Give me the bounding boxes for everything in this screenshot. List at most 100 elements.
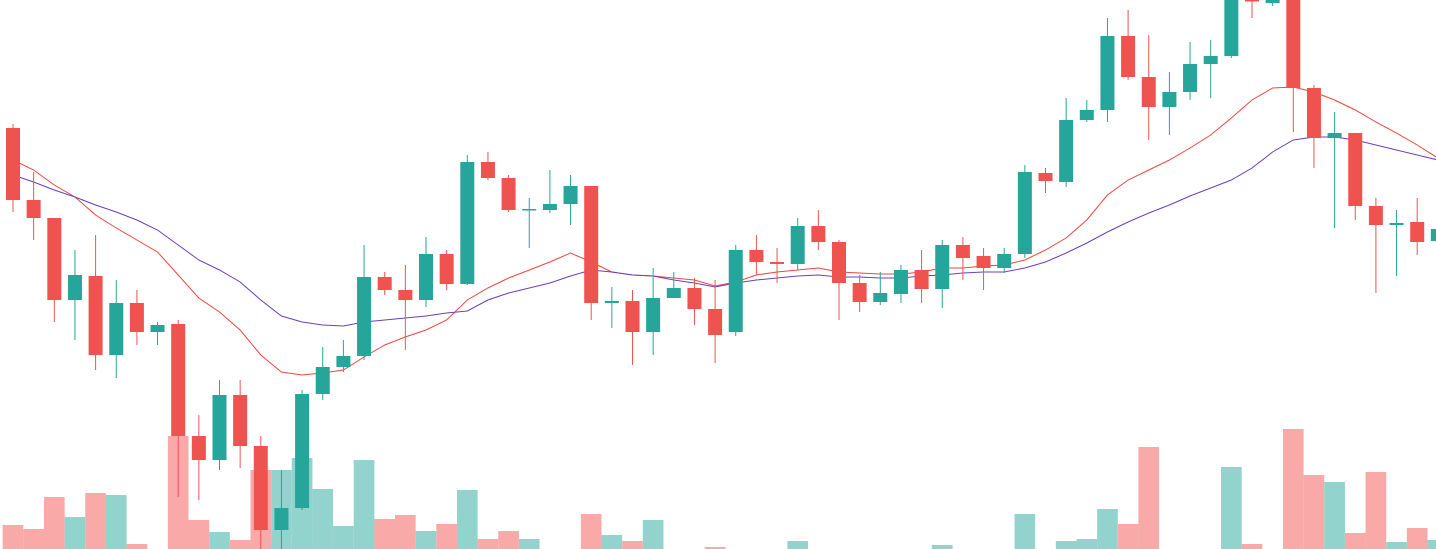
candle-body <box>336 356 351 367</box>
candle-body <box>811 226 826 242</box>
volume-bar <box>1076 539 1098 549</box>
moving-average <box>12 136 1436 327</box>
candle-body <box>26 200 41 218</box>
candle-body <box>873 293 888 302</box>
volume-bar <box>1303 475 1325 549</box>
candle-body <box>480 162 495 178</box>
candle-body <box>542 204 557 210</box>
candle-body <box>171 324 186 436</box>
volume-bar <box>580 514 602 549</box>
candle-body <box>1079 110 1094 120</box>
candle-body <box>1265 0 1280 3</box>
candle-body <box>1059 120 1074 182</box>
volume-bar <box>1406 528 1428 549</box>
candle-body <box>646 298 661 332</box>
candle-body <box>1017 172 1032 254</box>
moving-average <box>12 86 1436 376</box>
volume-bar <box>1365 472 1387 549</box>
candle-body <box>914 270 929 289</box>
volume-bar <box>477 539 499 549</box>
volume-bar <box>1344 533 1366 549</box>
volume-bar <box>395 515 416 549</box>
volume-bar <box>43 497 65 549</box>
candle-body <box>460 162 475 284</box>
candle-body <box>253 446 268 530</box>
volume-bar <box>1138 447 1160 549</box>
volume-bar <box>1386 542 1407 549</box>
volume-bar <box>436 524 457 549</box>
candle-body <box>935 245 950 289</box>
candle-body <box>997 254 1012 268</box>
candle-body <box>790 226 805 264</box>
candle-body <box>501 178 516 210</box>
candle-body <box>1286 0 1301 88</box>
volume-bar <box>1427 540 1436 549</box>
candle-body <box>852 283 867 302</box>
volume-bar <box>229 540 251 549</box>
volume-bar <box>642 520 664 549</box>
volume-bar <box>787 541 809 549</box>
volume-bar <box>1221 467 1242 549</box>
candle-body <box>770 262 785 264</box>
volume-bar <box>1324 482 1345 549</box>
candle-body <box>295 394 310 508</box>
candle-body <box>687 288 702 309</box>
candle-body <box>749 250 764 262</box>
candle-body <box>1327 133 1342 138</box>
volume-bar <box>601 535 623 549</box>
volume-bar <box>23 529 44 549</box>
volume-bar <box>333 526 354 549</box>
candle-body <box>604 301 619 303</box>
volume-bar <box>518 539 540 549</box>
candle-body <box>233 395 248 446</box>
volume-bar <box>1117 524 1139 549</box>
volume-bar <box>105 495 127 549</box>
candle-body <box>1368 206 1383 225</box>
volume-bar <box>931 545 953 549</box>
candle-body <box>88 276 103 355</box>
candle-body <box>728 250 743 332</box>
candle-body <box>893 270 908 294</box>
candle-body <box>109 303 124 355</box>
candle-body <box>1348 133 1363 206</box>
candle-body <box>1183 64 1198 92</box>
candle-body <box>666 288 681 298</box>
volume-bar <box>456 490 478 549</box>
candle-body <box>191 436 206 460</box>
candle-body <box>832 242 846 283</box>
candle-body <box>1389 223 1404 225</box>
candle-body <box>67 275 82 300</box>
candle-body <box>212 395 227 460</box>
volume-bar <box>209 532 230 549</box>
volume-bar <box>312 489 334 549</box>
candle-body <box>976 256 991 268</box>
candle-body <box>584 186 599 303</box>
candle-body <box>439 254 454 284</box>
candle-body <box>377 277 392 290</box>
candle-body <box>315 367 330 394</box>
candle-body <box>1100 36 1115 110</box>
candle-body <box>1224 0 1239 56</box>
volume-bar <box>2 525 24 549</box>
candle-body <box>1245 0 1259 2</box>
volume-bar <box>704 547 726 549</box>
candle-body <box>1162 92 1177 107</box>
volume-bar <box>1055 541 1077 549</box>
candle-body <box>274 508 289 530</box>
candle-body <box>129 303 144 332</box>
volume-bar <box>64 517 86 549</box>
candle-body <box>150 325 165 332</box>
volume-bar <box>415 531 437 549</box>
volume-bar <box>85 493 106 549</box>
candle-body <box>1038 173 1053 181</box>
candle-body <box>1121 36 1136 77</box>
candle-body <box>1410 222 1425 242</box>
candle-body <box>357 277 372 356</box>
candle-body <box>47 218 62 300</box>
candle-body <box>522 209 537 211</box>
volume-bar <box>622 541 643 549</box>
candle-body <box>1306 88 1321 138</box>
volume-bar <box>498 531 519 549</box>
volume-bar <box>126 544 148 549</box>
